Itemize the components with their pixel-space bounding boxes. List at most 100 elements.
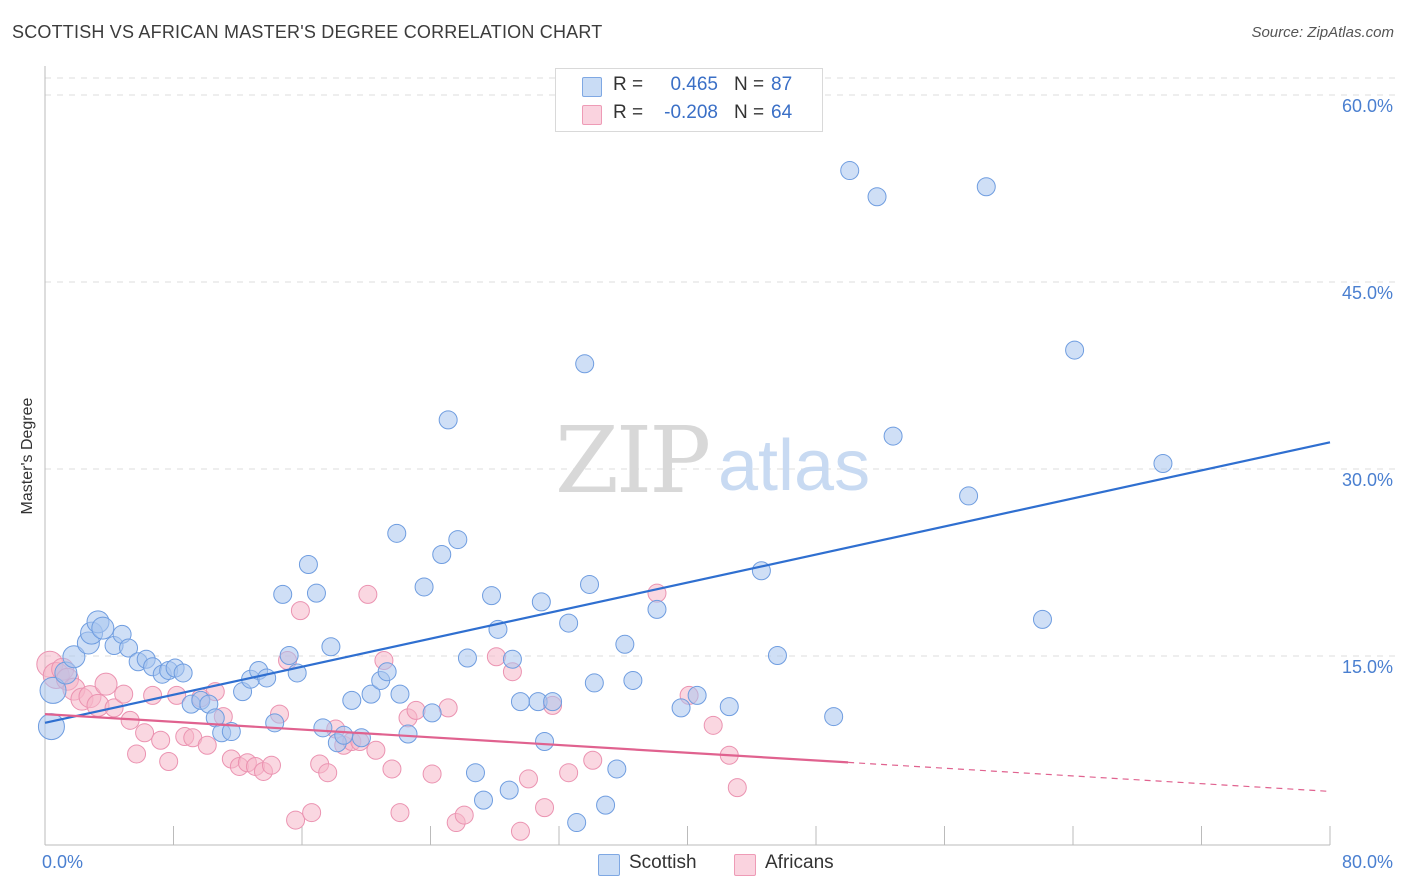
stats-r-value: -0.208 — [664, 102, 718, 123]
stats-n-label: N = — [734, 74, 765, 95]
scottish-point — [377, 662, 397, 682]
scottish-point — [313, 718, 333, 738]
stats-r-label: R = — [613, 74, 644, 95]
x-tick-label-min: 0.0% — [42, 852, 84, 872]
scottish-point — [351, 728, 371, 748]
africans-point — [197, 735, 217, 755]
africans-point — [358, 584, 378, 604]
africans-point — [486, 647, 506, 667]
legend-label-scottish: Scottish — [629, 852, 697, 873]
legend-swatch-africans — [734, 854, 756, 876]
africans-point — [135, 723, 155, 743]
scottish-point — [1153, 454, 1173, 474]
africans-point — [366, 740, 386, 760]
y-tick-label: 30.0% — [1341, 470, 1393, 490]
africans-point — [422, 764, 442, 784]
scottish-point — [535, 732, 555, 752]
chart-title: SCOTTISH VS AFRICAN MASTER'S DEGREE CORR… — [12, 22, 603, 42]
africans-point — [290, 601, 310, 621]
scottish-point — [37, 713, 65, 741]
africans-point — [406, 700, 426, 720]
y-tick-label: 45.0% — [1341, 283, 1393, 303]
stats-swatch-africans — [582, 105, 602, 125]
scottish-trend-line — [44, 441, 1331, 724]
africans-point — [583, 750, 603, 770]
africans-point — [261, 755, 281, 775]
africans-point — [286, 810, 306, 830]
scottish-point — [596, 795, 616, 815]
stats-row-africans: R = -0.208 N = 64 — [556, 101, 822, 129]
scottish-point — [840, 161, 860, 181]
scottish-point — [502, 649, 522, 669]
chart-source: Source: ZipAtlas.com — [1251, 24, 1394, 41]
scottish-point — [567, 813, 587, 833]
africans-point — [159, 751, 179, 771]
legend-swatch-scottish — [598, 854, 620, 876]
scottish-point — [62, 645, 86, 669]
stats-n-value: 87 — [771, 74, 793, 95]
scottish-point — [321, 637, 341, 657]
scottish-point — [607, 759, 627, 779]
scottish-point — [422, 703, 442, 723]
africans-point — [510, 821, 530, 841]
trend-layer — [44, 441, 1331, 792]
africans-series — [36, 583, 747, 841]
scottish-point — [91, 616, 115, 640]
scottish-point — [575, 354, 595, 374]
scottish-point — [298, 555, 318, 574]
scottish-point — [398, 724, 418, 744]
watermark: ZIP atlas — [555, 407, 870, 514]
y-tick-label: 15.0% — [1341, 657, 1393, 677]
africans-point — [518, 769, 538, 789]
scottish-point — [448, 530, 468, 550]
africans-point — [151, 730, 171, 750]
scottish-point — [976, 177, 996, 197]
scottish-point — [647, 599, 667, 619]
y-tick-label: 60.0% — [1341, 96, 1393, 116]
scottish-point — [334, 725, 354, 745]
scottish-series — [37, 161, 1173, 833]
scottish-point — [279, 646, 299, 666]
scottish-point — [465, 763, 485, 783]
grid-layer — [45, 77, 1395, 657]
scottish-point — [824, 707, 844, 727]
africans-point — [535, 798, 555, 818]
africans-point — [559, 763, 579, 783]
africans-point — [318, 763, 338, 783]
scottish-point — [390, 684, 410, 704]
scottish-point — [615, 634, 635, 654]
scottish-point — [221, 722, 241, 742]
scottish-point — [623, 670, 643, 690]
scottish-point — [687, 685, 707, 705]
africans-point — [438, 698, 458, 718]
africans-trend-line — [44, 713, 849, 764]
scottish-point — [482, 586, 502, 606]
scottish-point — [173, 663, 193, 683]
stats-r-value: 0.465 — [670, 74, 718, 95]
africans-point — [390, 803, 410, 823]
legend: Scottish Africans — [0, 852, 1406, 878]
scottish-point — [1032, 609, 1052, 629]
scottish-point — [719, 697, 739, 717]
scottish-point — [767, 646, 787, 666]
scottish-point — [119, 638, 139, 658]
scottish-point — [883, 426, 903, 446]
scottish-point — [499, 780, 519, 800]
stats-n-label: N = — [734, 102, 765, 123]
africans-point — [454, 805, 474, 825]
scottish-point — [959, 486, 979, 506]
scottish-point — [39, 676, 67, 704]
scottish-point — [543, 692, 563, 712]
stats-row-scottish: R = 0.465 N = 87 — [556, 73, 822, 101]
scottish-point — [414, 577, 434, 597]
africans-point — [94, 672, 118, 696]
africans-point — [703, 715, 723, 735]
scottish-point — [580, 574, 600, 594]
africans-trend-extension — [848, 761, 1331, 792]
africans-point — [114, 684, 134, 704]
scottish-point — [438, 410, 458, 430]
scottish-point — [671, 698, 691, 718]
scottish-point — [387, 523, 407, 543]
scottish-point — [531, 592, 551, 612]
scottish-point — [584, 673, 604, 693]
